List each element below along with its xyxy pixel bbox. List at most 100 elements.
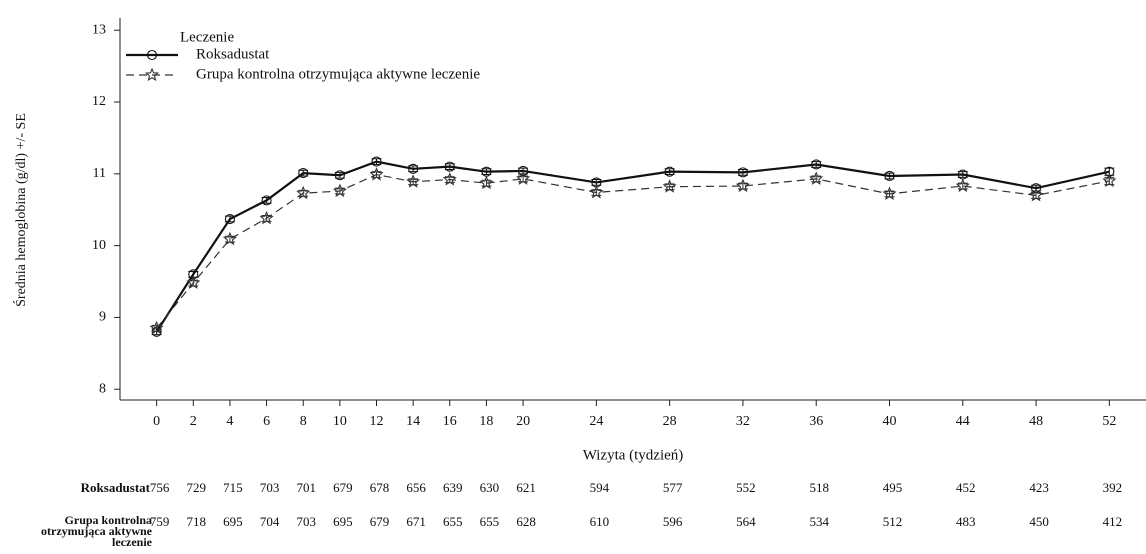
x-tick-label: 16: [443, 414, 457, 429]
risk-count: 729: [187, 480, 207, 495]
data-point: [516, 171, 531, 185]
risk-count: 594: [590, 480, 610, 495]
data-point: [224, 214, 235, 225]
x-tick-label: 52: [1102, 414, 1116, 429]
risk-count: 577: [663, 480, 683, 495]
risk-count: 518: [809, 480, 829, 495]
y-tick-label: 12: [92, 94, 106, 109]
data-point: [259, 210, 274, 225]
risk-count: 534: [809, 514, 829, 529]
data-point: [884, 170, 895, 182]
x-tick-label: 40: [883, 414, 897, 429]
y-tick-label: 8: [99, 381, 106, 396]
risk-count: 621: [516, 480, 536, 495]
risk-count: 628: [516, 514, 536, 529]
x-axis-label: Wizyta (tydzień): [583, 447, 684, 463]
y-tick-label: 10: [92, 238, 106, 253]
risk-count: 656: [406, 480, 426, 495]
x-tick-label: 44: [956, 414, 970, 429]
risk-count: 412: [1103, 514, 1123, 529]
risk-count: 392: [1103, 480, 1123, 495]
legend-title: Leczenie: [180, 29, 234, 45]
data-point: [371, 156, 382, 167]
x-tick-label: 20: [516, 414, 530, 429]
legend-label: Grupa kontrolna otrzymująca aktywne lecz…: [196, 66, 480, 82]
data-point: [296, 185, 311, 200]
risk-count: 679: [333, 480, 353, 495]
x-tick-label: 36: [809, 414, 823, 429]
x-tick-label: 24: [589, 414, 603, 429]
y-axis-label: Średnia hemoglobina (g/dl) +/- SE: [12, 113, 29, 307]
legend-marker: [146, 49, 158, 61]
risk-count: 703: [296, 514, 316, 529]
data-point: [298, 168, 309, 179]
data-point: [261, 195, 272, 206]
x-tick-label: 0: [153, 414, 160, 429]
data-point: [444, 161, 455, 172]
y-tick-label: 11: [93, 166, 106, 181]
risk-count: 718: [187, 514, 207, 529]
data-point: [664, 166, 675, 177]
risk-count: 610: [590, 514, 610, 529]
risk-count: 695: [333, 514, 353, 529]
risk-count: 512: [883, 514, 903, 529]
risk-count: 715: [223, 480, 243, 495]
data-point: [406, 174, 421, 188]
data-point: [882, 186, 897, 200]
data-point: [369, 167, 384, 181]
risk-count: 423: [1029, 480, 1049, 495]
y-tick-label: 9: [99, 310, 106, 325]
risk-count: 630: [480, 480, 500, 495]
risk-count: 452: [956, 480, 976, 495]
risk-count: 678: [370, 480, 390, 495]
data-point: [442, 172, 457, 186]
risk-count: 756: [150, 480, 170, 495]
risk-count: 703: [260, 480, 280, 495]
data-point: [955, 178, 970, 193]
legend-marker: [144, 67, 160, 82]
risk-count: 695: [223, 514, 243, 529]
data-point: [332, 183, 347, 198]
x-tick-label: 14: [406, 414, 420, 429]
risk-count: 552: [736, 480, 756, 495]
x-tick-label: 18: [479, 414, 493, 429]
x-tick-label: 32: [736, 414, 750, 429]
risk-count: 655: [480, 514, 500, 529]
data-point: [222, 231, 237, 246]
data-point: [737, 167, 748, 178]
data-point: [1029, 187, 1044, 202]
x-tick-label: 12: [370, 414, 384, 429]
x-tick-label: 8: [300, 414, 307, 429]
data-point: [518, 165, 529, 176]
risk-count: 483: [956, 514, 976, 529]
risk-count: 759: [150, 514, 170, 529]
x-tick-label: 48: [1029, 414, 1043, 429]
x-tick-label: 6: [263, 414, 270, 429]
x-tick-label: 2: [190, 414, 197, 429]
data-point: [188, 269, 199, 280]
data-point: [811, 159, 822, 170]
data-point: [479, 175, 494, 190]
risk-row-label: Grupa kontrolna otrzymująca aktywne lecz…: [41, 513, 152, 549]
y-tick-label: 13: [92, 22, 106, 37]
data-point: [735, 178, 750, 193]
x-tick-label: 28: [663, 414, 677, 429]
risk-count: 564: [736, 514, 756, 529]
x-tick-label: 4: [226, 414, 233, 429]
data-point: [186, 275, 201, 289]
risk-count: 495: [883, 480, 903, 495]
risk-count: 671: [406, 514, 426, 529]
data-point: [589, 185, 604, 199]
data-point: [408, 163, 419, 174]
legend-label: Roksadustat: [196, 46, 270, 62]
series-line: [155, 160, 1110, 333]
data-point: [334, 170, 345, 181]
data-point: [662, 179, 677, 193]
risk-row-label: Roksadustat: [81, 480, 151, 495]
data-point: [149, 320, 164, 335]
risk-count: 639: [443, 480, 463, 495]
data-point: [1102, 173, 1117, 188]
risk-count: 450: [1029, 514, 1049, 529]
